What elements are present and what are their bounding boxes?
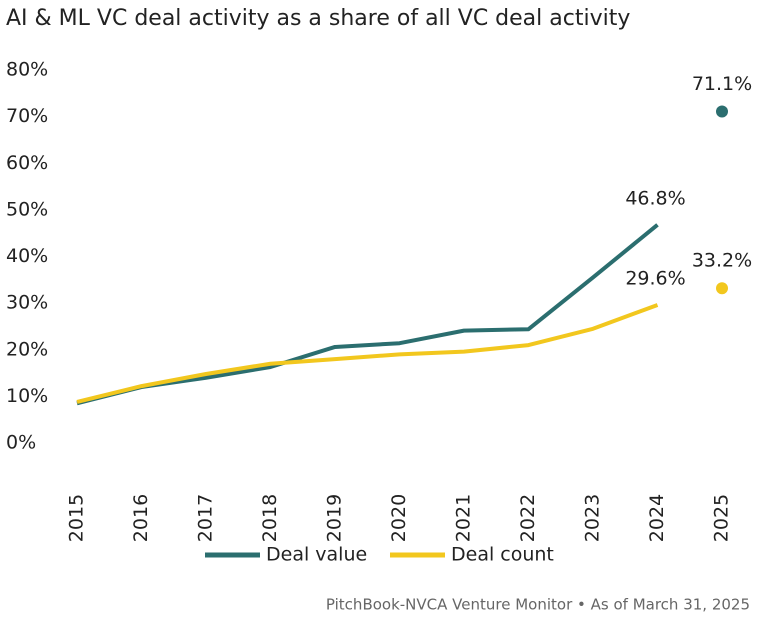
point <box>716 282 728 295</box>
x-tick-label: 2015 <box>66 494 88 542</box>
legend-label: Deal value <box>266 544 367 566</box>
y-tick-label: 60% <box>6 152 48 174</box>
data-label: 29.6% <box>625 267 685 289</box>
line <box>76 223 659 406</box>
x-tick-label: 2021 <box>453 494 475 542</box>
x-tick-label: 2024 <box>646 494 668 542</box>
y-tick-label: 80% <box>6 59 48 81</box>
y-tick-label: 40% <box>6 245 48 267</box>
x-tick-label: 2018 <box>259 494 281 542</box>
x-tick-label: 2016 <box>130 494 152 542</box>
y-tick-label: 30% <box>6 292 48 314</box>
point <box>716 105 728 118</box>
x-tick-label: 2023 <box>582 494 604 542</box>
chart-title: AI & ML VC deal activity as a share of a… <box>6 6 630 31</box>
y-tick-label: 10% <box>6 385 48 407</box>
data-label: 46.8% <box>625 187 685 209</box>
source: PitchBook-NVCA Venture Monitor • As of M… <box>326 596 750 614</box>
line <box>76 303 659 404</box>
x-tick-label: 2017 <box>195 494 217 542</box>
data-label: 71.1% <box>692 73 752 95</box>
x-tick-label: 2019 <box>324 494 346 542</box>
x-tick-label: 2025 <box>711 494 733 542</box>
y-tick-label: 50% <box>6 198 48 220</box>
x-tick-label: 2020 <box>388 494 410 542</box>
legend-label: Deal count <box>451 544 554 566</box>
y-tick-label: 70% <box>6 105 48 127</box>
y-tick-label: 0% <box>6 432 36 454</box>
x-tick-label: 2022 <box>517 494 539 542</box>
y-tick-label: 20% <box>6 338 48 360</box>
data-label: 33.2% <box>692 250 752 272</box>
